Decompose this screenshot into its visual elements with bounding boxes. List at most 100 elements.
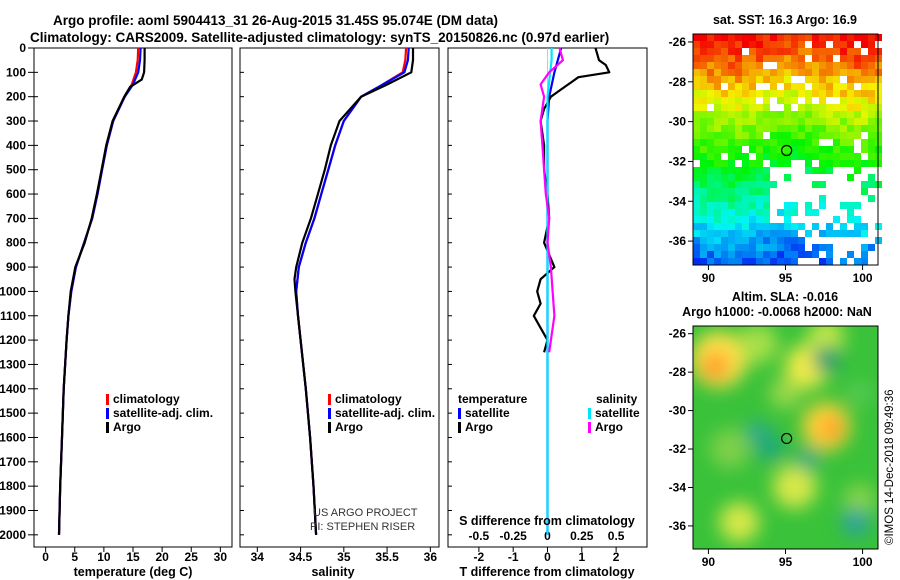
sst-cell bbox=[693, 139, 700, 146]
sla-blob bbox=[812, 345, 841, 374]
sst-cell bbox=[854, 223, 861, 230]
sst-cell bbox=[847, 69, 854, 76]
sla-blob bbox=[701, 352, 730, 381]
sst-cell bbox=[791, 251, 798, 258]
sst-cell bbox=[707, 181, 714, 188]
sst-cell bbox=[693, 195, 700, 202]
series-line-argo bbox=[57, 48, 146, 535]
sst-cell bbox=[721, 258, 728, 265]
sst-cell bbox=[693, 76, 700, 83]
credit-line-2: PI: STEPHEN RISER bbox=[310, 521, 415, 533]
sst-cell bbox=[714, 62, 721, 69]
sst-cell bbox=[840, 83, 847, 90]
sst-cell bbox=[693, 181, 700, 188]
sst-cell bbox=[784, 146, 791, 153]
sst-cell bbox=[791, 258, 798, 265]
sst-cell bbox=[721, 167, 728, 174]
sst-cell bbox=[819, 181, 826, 188]
sst-cell bbox=[784, 76, 791, 83]
sst-cell bbox=[742, 167, 749, 174]
sst-cell bbox=[700, 174, 707, 181]
map-y-tick-label: -30 bbox=[669, 404, 687, 418]
map-y-tick-label: -28 bbox=[669, 365, 687, 379]
sst-cell bbox=[735, 132, 742, 139]
sst-cell bbox=[721, 202, 728, 209]
sst-cell bbox=[840, 34, 847, 41]
sst-cell bbox=[784, 55, 791, 62]
sst-cell bbox=[714, 244, 721, 251]
map-x-tick-label: 100 bbox=[853, 555, 873, 569]
sst-cell bbox=[819, 202, 826, 209]
sst-cell bbox=[749, 104, 756, 111]
sst-cell bbox=[784, 258, 791, 265]
sst-cell bbox=[749, 111, 756, 118]
sst-cell bbox=[798, 104, 805, 111]
sst-cell bbox=[777, 237, 784, 244]
x-tick-label: 1 bbox=[578, 550, 585, 564]
sst-cell bbox=[714, 167, 721, 174]
sst-cell bbox=[805, 146, 812, 153]
sst-cell bbox=[784, 132, 791, 139]
sst-cell bbox=[742, 244, 749, 251]
sst-cell bbox=[763, 139, 770, 146]
sst-cell bbox=[819, 160, 826, 167]
s-diff-tick-label: 0.25 bbox=[570, 529, 594, 543]
s-diff-tick-label: 0.5 bbox=[608, 529, 625, 543]
map-y-tick-label: -26 bbox=[669, 327, 687, 341]
sst-cell bbox=[854, 132, 861, 139]
sst-cell bbox=[868, 48, 875, 55]
sst-cell bbox=[847, 41, 854, 48]
sst-cell bbox=[819, 118, 826, 125]
sst-cell bbox=[798, 34, 805, 41]
legend-label: satellite-adj. clim. bbox=[113, 406, 213, 420]
sst-cell bbox=[735, 111, 742, 118]
sst-cell bbox=[798, 146, 805, 153]
sst-cell bbox=[707, 41, 714, 48]
sst-cell bbox=[798, 55, 805, 62]
sst-cell bbox=[756, 167, 763, 174]
sst-cell bbox=[693, 251, 700, 258]
sst-cell bbox=[784, 139, 791, 146]
sst-cell bbox=[770, 76, 777, 83]
sst-cell bbox=[819, 69, 826, 76]
sst-cell bbox=[742, 41, 749, 48]
sst-cell bbox=[777, 48, 784, 55]
sst-cell bbox=[791, 83, 798, 90]
sst-cell bbox=[735, 216, 742, 223]
sst-cell bbox=[742, 83, 749, 90]
sst-cell bbox=[812, 209, 819, 216]
sst-cell bbox=[763, 181, 770, 188]
sst-cell bbox=[784, 174, 791, 181]
sst-cell bbox=[826, 167, 833, 174]
sst-cell bbox=[812, 167, 819, 174]
sst-cell bbox=[749, 202, 756, 209]
sst-cell bbox=[693, 69, 700, 76]
sst-cell bbox=[763, 153, 770, 160]
series-line-salinity-argo bbox=[539, 47, 565, 353]
sst-cell bbox=[735, 97, 742, 104]
sst-cell bbox=[777, 160, 784, 167]
sst-cell bbox=[868, 153, 875, 160]
sst-cell bbox=[805, 125, 812, 132]
sst-cell bbox=[784, 111, 791, 118]
sst-cell bbox=[763, 146, 770, 153]
map-y-tick-label: -34 bbox=[669, 194, 687, 208]
sst-cell bbox=[763, 251, 770, 258]
sst-cell bbox=[742, 230, 749, 237]
sst-cell bbox=[735, 125, 742, 132]
sst-cell bbox=[728, 174, 735, 181]
sst-cell bbox=[721, 34, 728, 41]
sst-cell bbox=[812, 146, 819, 153]
salinity-plot: 34 34.5 35 35.5 36 climatologysatellite-adj. … bbox=[240, 47, 437, 564]
sst-cell bbox=[819, 146, 826, 153]
sst-cell bbox=[749, 146, 756, 153]
sst-cell bbox=[707, 216, 714, 223]
sst-cell bbox=[826, 104, 833, 111]
sst-cell bbox=[805, 132, 812, 139]
sst-cell bbox=[742, 90, 749, 97]
legend-swatch bbox=[588, 422, 591, 433]
sst-cell bbox=[742, 76, 749, 83]
sst-cell bbox=[749, 125, 756, 132]
sst-cell bbox=[756, 153, 763, 160]
sst-cell bbox=[742, 62, 749, 69]
